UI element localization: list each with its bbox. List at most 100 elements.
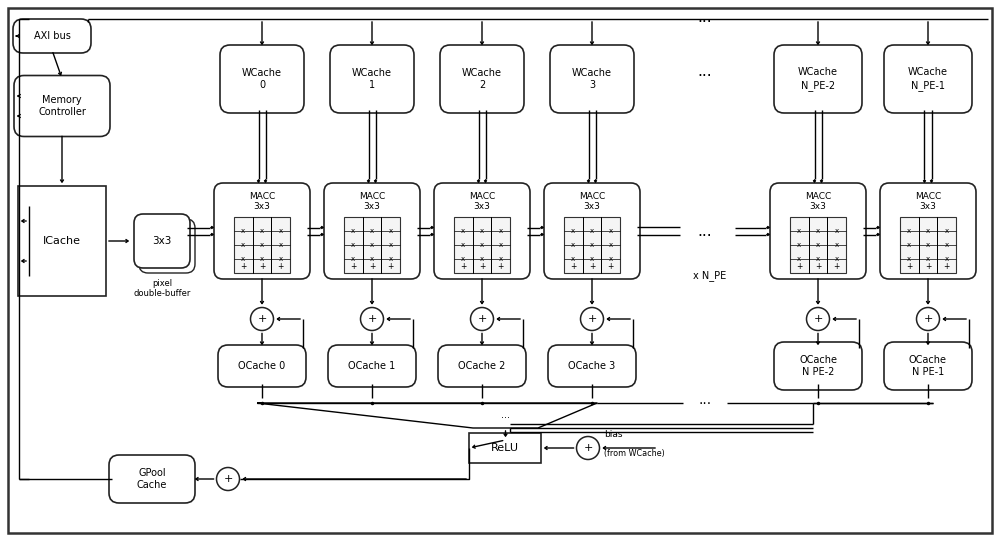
FancyBboxPatch shape [434, 183, 530, 279]
Text: x N_PE: x N_PE [693, 270, 727, 281]
Text: +: + [259, 261, 265, 270]
Text: +: + [583, 443, 593, 453]
Text: x: x [945, 242, 949, 248]
Text: x: x [945, 256, 949, 262]
Text: +: + [815, 261, 821, 270]
Text: +: + [277, 261, 284, 270]
Text: x: x [816, 228, 820, 234]
Text: +: + [350, 261, 357, 270]
Text: OCache
N PE-1: OCache N PE-1 [909, 355, 947, 377]
Text: x: x [797, 228, 801, 234]
Text: x: x [389, 242, 393, 248]
Text: x: x [499, 256, 503, 262]
Text: +: + [387, 261, 394, 270]
Text: +: + [367, 314, 377, 324]
Text: x: x [797, 242, 801, 248]
Text: ...: ... [501, 411, 510, 420]
Text: OCache 2: OCache 2 [458, 361, 506, 371]
FancyBboxPatch shape [328, 345, 416, 387]
Text: x: x [609, 242, 613, 248]
Text: x: x [389, 256, 393, 262]
Text: x: x [926, 256, 930, 262]
Bar [234, 217, 290, 273]
Text: x: x [351, 242, 355, 248]
Text: WCache
3: WCache 3 [572, 68, 612, 90]
Bar [790, 217, 846, 273]
Text: x: x [370, 256, 374, 262]
Text: x: x [480, 256, 484, 262]
FancyBboxPatch shape [548, 345, 636, 387]
Text: WCache
2: WCache 2 [462, 68, 502, 90]
Text: MACC
3x3: MACC 3x3 [915, 192, 941, 211]
FancyBboxPatch shape [884, 45, 972, 113]
Text: x: x [926, 228, 930, 234]
Text: +: + [943, 261, 950, 270]
FancyBboxPatch shape [220, 45, 304, 113]
FancyBboxPatch shape [770, 183, 866, 279]
Text: +: + [906, 261, 913, 270]
Text: x: x [907, 228, 911, 234]
Text: x: x [816, 256, 820, 262]
Text: Memory
Controller: Memory Controller [38, 95, 86, 117]
Text: pixel
double-buffer: pixel double-buffer [133, 279, 191, 299]
Text: +: + [813, 314, 823, 324]
FancyBboxPatch shape [774, 45, 862, 113]
Text: x: x [461, 242, 465, 248]
Text: x: x [241, 256, 245, 262]
Text: x: x [590, 256, 594, 262]
Text: x: x [816, 242, 820, 248]
Text: x: x [241, 242, 245, 248]
Text: WCache
N_PE-1: WCache N_PE-1 [908, 67, 948, 91]
Text: x: x [480, 242, 484, 248]
Text: OCache 0: OCache 0 [238, 361, 286, 371]
Text: WCache
1: WCache 1 [352, 68, 392, 90]
Bar [564, 217, 620, 273]
Text: ...: ... [698, 10, 712, 24]
Text: MACC
3x3: MACC 3x3 [249, 192, 275, 211]
Text: +: + [477, 314, 487, 324]
Bar [900, 217, 956, 273]
FancyBboxPatch shape [550, 45, 634, 113]
Text: +: + [833, 261, 840, 270]
Text: x: x [571, 228, 575, 234]
FancyBboxPatch shape [13, 19, 91, 53]
Text: +: + [369, 261, 375, 270]
Bar [469, 433, 541, 463]
Bar [18, 186, 106, 296]
Bar [454, 217, 510, 273]
Text: +: + [589, 261, 595, 270]
FancyBboxPatch shape [880, 183, 976, 279]
Text: x: x [797, 256, 801, 262]
Text: x: x [260, 256, 264, 262]
FancyBboxPatch shape [330, 45, 414, 113]
Text: x: x [571, 256, 575, 262]
Text: x: x [279, 228, 283, 234]
Text: +: + [570, 261, 577, 270]
Text: OCache 3: OCache 3 [568, 361, 616, 371]
Text: MACC
3x3: MACC 3x3 [805, 192, 831, 211]
Text: x: x [260, 228, 264, 234]
FancyBboxPatch shape [214, 183, 310, 279]
Text: MACC
3x3: MACC 3x3 [579, 192, 605, 211]
Text: x: x [480, 228, 484, 234]
Text: AXI bus: AXI bus [34, 31, 70, 41]
FancyBboxPatch shape [139, 219, 195, 273]
Text: x: x [590, 228, 594, 234]
Text: x: x [835, 228, 839, 234]
Text: ...: ... [698, 63, 712, 78]
Text: +: + [796, 261, 803, 270]
Text: x: x [260, 242, 264, 248]
Text: x: x [835, 256, 839, 262]
Bar [344, 217, 400, 273]
Text: 3x3: 3x3 [152, 236, 172, 246]
FancyBboxPatch shape [774, 342, 862, 390]
Text: x: x [571, 242, 575, 248]
FancyBboxPatch shape [218, 345, 306, 387]
FancyBboxPatch shape [438, 345, 526, 387]
Text: x: x [907, 256, 911, 262]
Text: ...: ... [698, 393, 712, 407]
FancyBboxPatch shape [109, 455, 195, 503]
Text: +: + [587, 314, 597, 324]
Text: x: x [389, 228, 393, 234]
Text: ReLU: ReLU [491, 443, 519, 453]
